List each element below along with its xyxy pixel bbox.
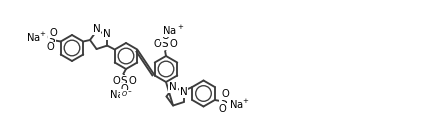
Text: S: S [162,39,168,49]
Text: O: O [219,104,226,114]
Text: O: O [128,76,136,86]
Text: N: N [180,87,188,97]
Text: O: O [153,39,161,49]
Text: O: O [120,84,128,94]
Text: O: O [39,33,47,43]
Text: Na$^{+}$: Na$^{+}$ [26,31,47,44]
Text: Na$^{+}$: Na$^{+}$ [229,98,250,111]
Text: Na$^+$: Na$^+$ [162,23,184,37]
Text: N: N [169,82,177,92]
Text: O: O [49,28,57,38]
Text: O: O [169,39,177,49]
Text: N: N [93,24,100,34]
Text: O: O [161,31,169,41]
Text: S: S [121,76,127,86]
Text: N: N [103,29,111,39]
Text: O: O [47,42,55,52]
Text: O: O [228,98,236,108]
Text: $^{O^-}$: $^{O^-}$ [121,90,133,99]
Text: S: S [48,35,55,45]
Text: Na: Na [110,90,124,100]
Text: S: S [220,97,227,107]
Text: O: O [221,89,229,99]
Text: O: O [112,76,120,86]
